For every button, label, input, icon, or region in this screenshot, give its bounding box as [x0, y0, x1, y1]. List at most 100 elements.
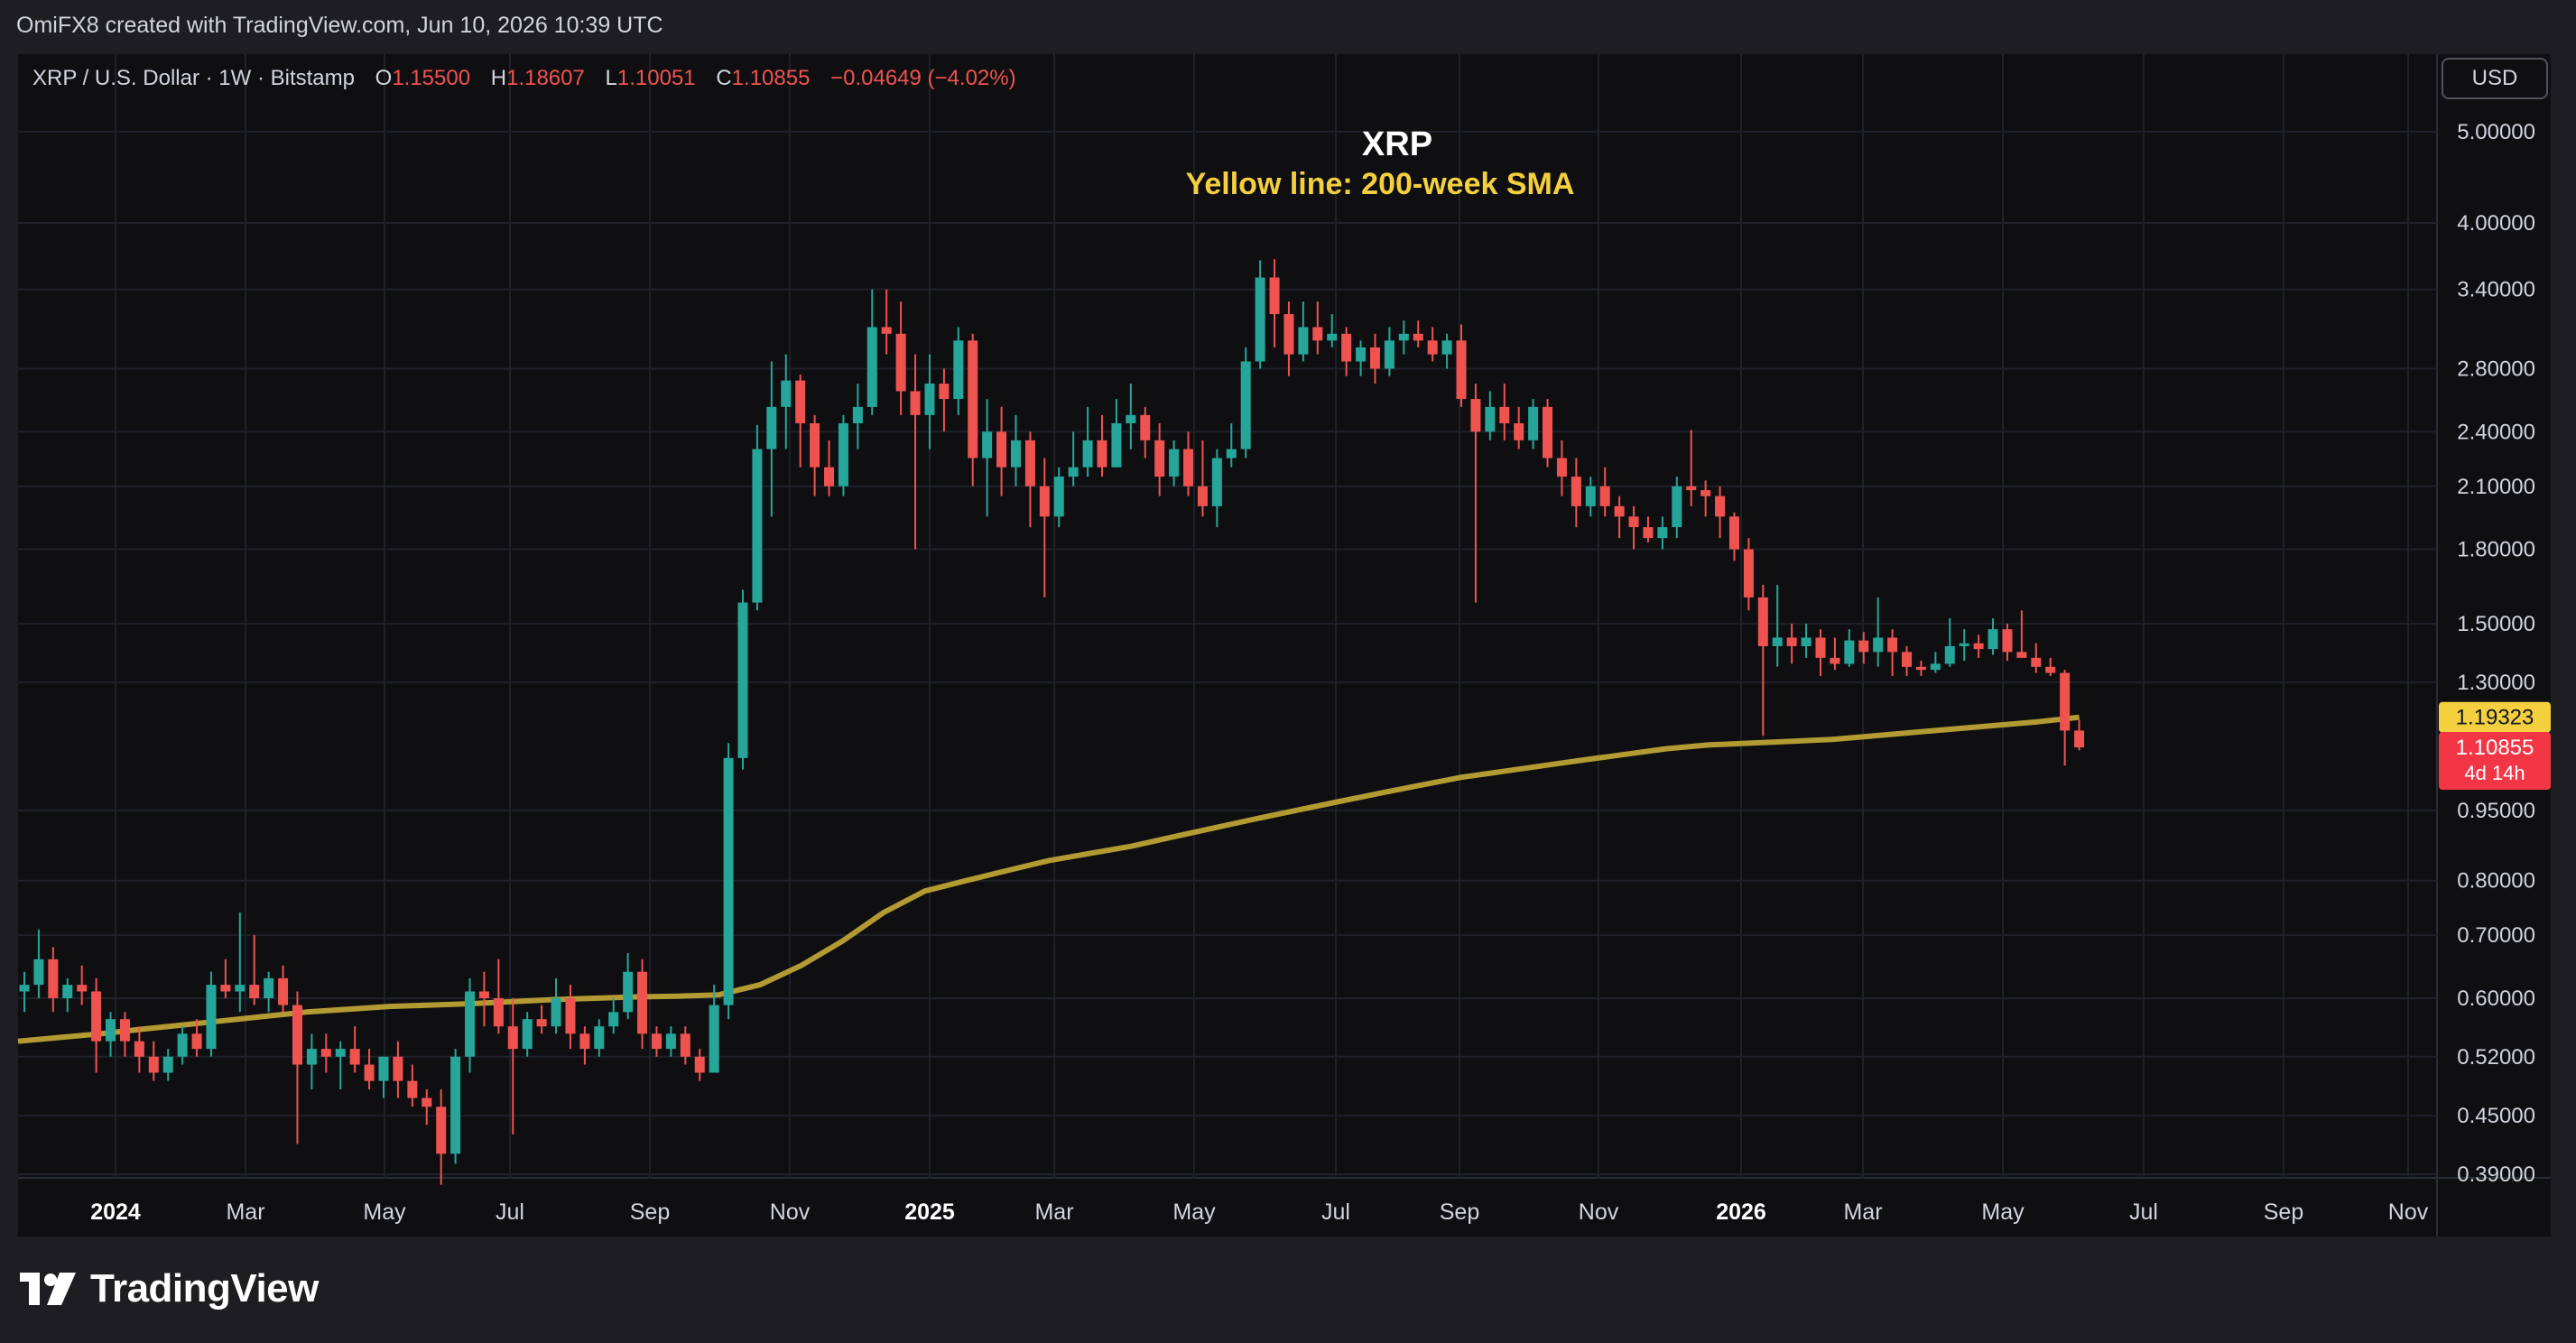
candle-body [723, 757, 734, 1005]
candle [1844, 629, 1855, 667]
candle [249, 935, 260, 1005]
candle-body [565, 997, 576, 1034]
candle-body [795, 380, 806, 423]
candle-body [1197, 486, 1208, 506]
sma-200-line [17, 714, 2080, 1044]
x-tick-label: Sep [1440, 1199, 1479, 1225]
candle-body [1556, 458, 1567, 477]
candle [1068, 431, 1079, 486]
candle-body [2045, 666, 2056, 673]
candle [737, 589, 748, 770]
candle-body [134, 1041, 144, 1057]
candle [996, 406, 1007, 496]
y-axis: 5.00000 4.00000 3.40000 2.80000 2.40000 2.100… [2457, 120, 2535, 1187]
candle [1944, 618, 1955, 667]
candle-body [1873, 637, 1884, 653]
candle-body [1830, 657, 1840, 664]
candle-body [1298, 327, 1309, 355]
x-tick-label: Jul [1321, 1199, 1350, 1225]
currency-button[interactable]: USD [2442, 58, 2548, 99]
candle-body [91, 991, 102, 1042]
candle-body [264, 977, 274, 998]
candle [623, 953, 634, 1020]
candle [1126, 383, 1136, 449]
candle-body [881, 327, 892, 334]
y-tick-label: 3.40000 [2457, 278, 2535, 302]
y-tick-label: 0.39000 [2457, 1162, 2535, 1187]
candle-body [1183, 449, 1194, 486]
candle-body [1757, 597, 1768, 646]
candle-body [1700, 490, 1711, 496]
sma-tag-value: 1.19323 [2456, 706, 2534, 730]
candle-body [536, 1019, 547, 1027]
candle-body [1543, 406, 1553, 458]
candle [852, 383, 863, 449]
candle [565, 985, 576, 1050]
candle-body [1599, 486, 1610, 506]
candle [1815, 629, 1826, 676]
candle [594, 1019, 605, 1057]
tradingview-logo-icon [20, 1273, 76, 1305]
legend-low: 1.10051 [617, 66, 696, 90]
svg-text:XRP / U.S. Dollar · 1W · Bitst: XRP / U.S. Dollar · 1W · Bitstamp O1.155… [32, 66, 1016, 90]
candle-body [637, 971, 648, 1034]
candle [1097, 414, 1107, 477]
candle-body [407, 1080, 418, 1098]
y-tick-label: 1.80000 [2457, 538, 2535, 562]
candle [810, 414, 820, 496]
legend-o-label: O [375, 66, 393, 90]
x-tick-label: Nov [770, 1199, 811, 1225]
candle [910, 354, 921, 550]
candle [1643, 516, 1654, 543]
candle [637, 959, 648, 1050]
candle [1514, 406, 1524, 449]
last-price-tag: 1.10855 4d 14h [2439, 732, 2551, 791]
y-tick-label: 5.00000 [2457, 120, 2535, 144]
candle [1672, 477, 1682, 539]
candle [478, 971, 489, 1027]
candle-body [1643, 527, 1654, 539]
candle-body [1844, 640, 1855, 664]
candle [1384, 327, 1395, 376]
candle-body [1514, 422, 1524, 440]
sma-tag-box [2439, 701, 2551, 733]
x-tick-label: May [1172, 1199, 1216, 1225]
y-tick-label: 2.10000 [2457, 475, 2535, 499]
candle-body [1154, 440, 1165, 477]
candle [665, 1026, 676, 1057]
candle-body [1715, 496, 1726, 517]
candle [1398, 320, 1409, 355]
candle-body [436, 1107, 447, 1154]
candle-body [968, 340, 978, 458]
x-tick-label: Nov [1579, 1199, 1619, 1225]
candle [1053, 467, 1064, 528]
candle-body [1499, 406, 1510, 423]
candle-body [1585, 486, 1596, 506]
candle [2002, 624, 2013, 662]
candle [795, 375, 806, 468]
tradingview-logo: TradingView [20, 1262, 319, 1316]
candle [48, 947, 59, 1013]
candle [1470, 383, 1481, 603]
candle [694, 1049, 705, 1081]
candle [536, 1005, 547, 1034]
candle-body [694, 1056, 705, 1073]
candle [2060, 670, 2071, 766]
candle [1915, 661, 1926, 676]
x-tick-label: Mar [1034, 1199, 1073, 1225]
candle-body [680, 1033, 690, 1057]
candle-body [1053, 477, 1064, 517]
legend-open: 1.15500 [392, 66, 470, 90]
candle-body [781, 380, 792, 407]
candle-body [1628, 516, 1639, 528]
candle [1298, 301, 1309, 362]
candle-body [895, 333, 906, 392]
candle [493, 959, 504, 1034]
candle [752, 424, 763, 611]
candle [1715, 486, 1726, 539]
candle-body [249, 985, 260, 998]
candle-body [1384, 340, 1395, 369]
candle [235, 912, 246, 1013]
candle-body [1441, 340, 1452, 355]
